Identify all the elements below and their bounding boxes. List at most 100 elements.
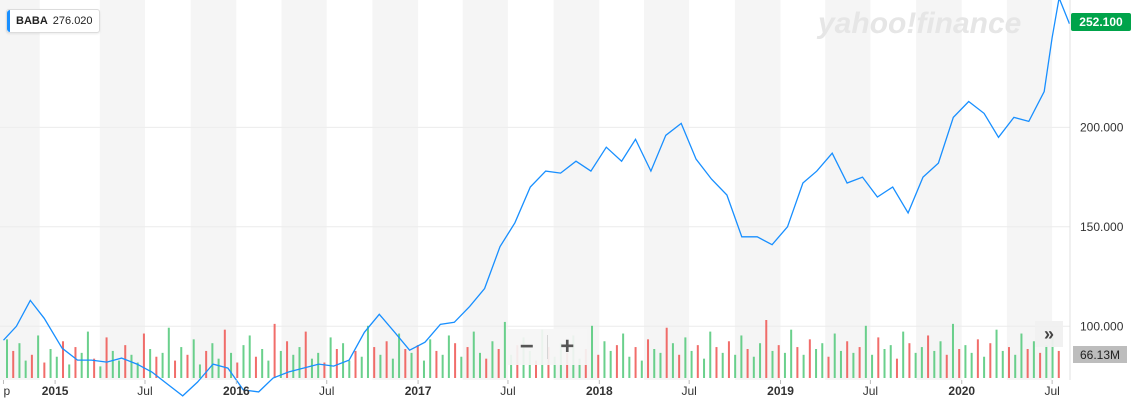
x-tick-label: Jul (681, 384, 696, 398)
volume-bar (690, 350, 693, 378)
volume-bar (1014, 354, 1017, 378)
ticker-legend[interactable]: BABA 276.020 (6, 9, 100, 33)
volume-bar (1032, 341, 1035, 378)
volume-bar (248, 335, 251, 378)
volume-bar (24, 360, 27, 378)
volume-bar (1045, 345, 1048, 378)
volume-bar (945, 354, 948, 378)
volume-bar (827, 356, 830, 378)
volume-bar (55, 356, 58, 378)
volume-bar (472, 331, 475, 378)
volume-bar (286, 341, 289, 378)
volume-bar (846, 341, 849, 378)
volume-bar (839, 350, 842, 378)
volume-bar (1051, 337, 1054, 378)
volume-bar (964, 345, 967, 378)
x-tick-label: 2015 (42, 384, 69, 398)
volume-bar (167, 327, 170, 378)
volume-bar (908, 343, 911, 378)
volume-bar (242, 345, 245, 378)
volume-bar (566, 352, 569, 378)
volume-bar (223, 329, 226, 378)
volume-bar (192, 339, 195, 378)
volume-bar (80, 352, 83, 378)
volume-bar (68, 364, 71, 378)
month-band (190, 0, 237, 380)
volume-bar (335, 349, 338, 378)
volume-bar (342, 343, 345, 378)
x-tick-label: Jul (1044, 384, 1059, 398)
volume-bar (410, 352, 413, 378)
volume-bar (970, 352, 973, 378)
volume-bar (1026, 349, 1029, 378)
volume-bar (671, 343, 674, 378)
volume-bar (628, 356, 631, 378)
volume-bar (734, 354, 737, 378)
price-line-layer (3, 0, 1071, 397)
volume-bar (130, 354, 133, 378)
volume-bar (447, 335, 450, 378)
volume-bar (360, 356, 363, 378)
volume-bar (821, 343, 824, 378)
volume-bar (441, 354, 444, 378)
volume-bar (161, 352, 164, 378)
ticker-value: 276.020 (52, 15, 93, 27)
volume-bar (696, 345, 699, 378)
volume-bar (317, 352, 320, 378)
volume-bar (118, 360, 121, 378)
volume-bar (62, 341, 65, 378)
volume-bar (329, 337, 332, 378)
volume-bar (30, 354, 33, 378)
volume-bar (914, 352, 917, 378)
volume-bar (578, 358, 581, 378)
x-tick-label: 2020 (948, 384, 975, 398)
month-band (734, 0, 781, 380)
volume-bar (983, 356, 986, 378)
volume-bar (665, 327, 668, 378)
volume-bar (485, 358, 488, 378)
volume-bar (111, 350, 114, 378)
zoom-out-button[interactable]: − (519, 333, 534, 360)
volume-bar (354, 350, 357, 378)
volume-bar (391, 358, 394, 378)
volume-bar (951, 323, 954, 378)
volume-bar (93, 358, 96, 378)
month-band (1006, 0, 1053, 380)
volume-bar (765, 320, 768, 378)
volume-bar (379, 354, 382, 378)
ticker-symbol: BABA (16, 15, 48, 27)
volume-bar (703, 358, 706, 378)
volume-bar (310, 358, 313, 378)
volume-bar (466, 347, 469, 378)
volume-bar (777, 345, 780, 378)
volume-bar (37, 335, 40, 378)
volume-bar (871, 354, 874, 378)
x-axis-ticks: p 2015 Jul 2016 Jul 2017 Jul 2018 Jul 2019 Jul 2020… (2, 380, 1060, 398)
month-band (281, 0, 327, 380)
volume-bar (149, 349, 152, 378)
volume-bar (373, 347, 376, 378)
x-tick-label: 2017 (405, 384, 432, 398)
volume-bar (18, 343, 21, 378)
volume-bar (678, 354, 681, 378)
volume-bar (902, 331, 905, 378)
volume-bar (615, 345, 618, 378)
month-band (916, 0, 962, 380)
zoom-in-button[interactable]: + (560, 333, 575, 360)
volume-bar (709, 331, 712, 378)
volume-bar (99, 366, 102, 378)
volume-bar (1007, 347, 1010, 378)
volume-bar (454, 343, 457, 378)
volume-bar (422, 360, 425, 378)
volume-bar (659, 352, 662, 378)
volume-bar (385, 341, 388, 378)
volume-bar (298, 347, 301, 378)
volume-bar (597, 354, 600, 378)
volume-bar (727, 341, 730, 378)
volume-bar (833, 333, 836, 378)
expand-chart-button[interactable]: » (1035, 321, 1063, 347)
volume-bar (535, 360, 537, 378)
month-band (825, 0, 871, 380)
volume-bar (435, 350, 438, 378)
